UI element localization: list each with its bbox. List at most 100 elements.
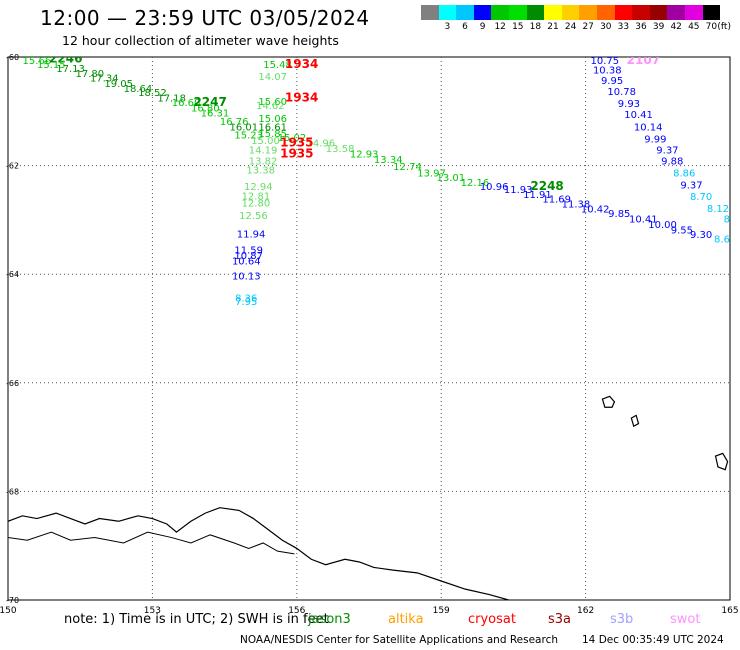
legend-unit: (ft): [717, 22, 731, 32]
wave-height-value: 9.88: [661, 157, 683, 168]
satellite-altika: altika: [388, 612, 424, 627]
legend-tick-label: 6: [462, 22, 468, 32]
satellite-legend: jason3 altika cryosat s3a s3b swot: [308, 612, 740, 628]
pass-time-label: 1934: [285, 57, 318, 71]
wave-height-value: 13.34: [374, 155, 403, 166]
legend-swatch: [561, 5, 580, 20]
wave-height-value: 12.80: [242, 198, 271, 209]
wave-height-value: 14.07: [258, 72, 287, 83]
wave-height-value: 11.93: [504, 185, 533, 196]
wave-height-value: 17.13: [56, 64, 85, 75]
pass-time-label: 2107: [627, 53, 660, 67]
wave-height-value: 16.60: [172, 98, 201, 109]
wave-height-value: 12.93: [350, 149, 379, 160]
legend-tick-label: 45: [688, 22, 700, 32]
legend-swatch: [632, 5, 650, 20]
wave-height-value: 10.75: [591, 56, 620, 67]
legend-swatch: [421, 5, 439, 20]
pass-time-label: 1934: [285, 91, 318, 105]
legend-swatch: [473, 5, 492, 20]
satellite-s3a: s3a: [548, 612, 572, 627]
wave-height-value: 11.38: [562, 199, 591, 210]
wave-height-value: 14.96: [307, 139, 336, 150]
legend-tick-label: 42: [670, 22, 682, 32]
pass-time-label: 2248: [530, 179, 563, 193]
wave-height-value: 10.78: [607, 87, 636, 98]
lon-tick-label: 159: [433, 606, 450, 616]
legend-tick-label: 24: [564, 22, 577, 32]
legend-tick-label: 30: [600, 22, 612, 32]
wave-height-value: 13.58: [326, 144, 355, 155]
wave-height-value: 16.80: [191, 103, 220, 114]
pass-time-label: 2246: [49, 51, 82, 65]
wave-height-value: 8.86: [673, 168, 695, 179]
wave-height-value: 17.80: [76, 69, 105, 80]
wave-height-value: 10.38: [593, 65, 622, 76]
satellite-swot: swot: [670, 612, 701, 627]
legend-tick-label: 70: [705, 22, 718, 32]
legend-tick-labels: 3 6 9 12 15 18 21 24 27 30 33 36 39 42 45 70 (ft): [421, 20, 740, 32]
legend-tick-label: 15: [512, 22, 524, 32]
wave-height-value: 16.76: [220, 117, 249, 128]
legend-tick-label: 21: [547, 22, 559, 32]
wave-height-value: 10.13: [232, 272, 261, 283]
wave-height-value: 9.93: [618, 99, 640, 110]
footer-note: note: 1) Time is in UTC; 2) SWH is in fe…: [64, 612, 329, 627]
balleny-island-1: [601, 395, 616, 408]
wave-height-value: 7.95: [235, 297, 257, 308]
wave-height-value: 12.74: [393, 162, 422, 173]
legend-swatch: [508, 5, 527, 20]
wave-height-value: 17.18: [157, 94, 186, 105]
pass-time-label: 1935: [280, 146, 313, 160]
legend-swatch: [614, 5, 633, 20]
legend-tick-label: 27: [582, 22, 594, 32]
wave-height-value: 9.85: [608, 209, 630, 220]
legend-swatch: [438, 5, 457, 20]
lat-tick-label: -68: [6, 487, 19, 496]
pass-time-label: 2247: [193, 95, 226, 109]
wave-height-value: 10.64: [232, 256, 261, 267]
wave-height-value: 9.99: [644, 134, 666, 145]
wave-height-value: 19.05: [104, 79, 133, 90]
lat-tick-label: -60: [6, 53, 19, 62]
wave-height-value: 12.94: [244, 182, 273, 193]
legend-swatch: [702, 5, 721, 20]
wave-height-value: 11.94: [237, 229, 266, 240]
wave-height-value: 15.60: [258, 97, 287, 108]
lat-tick-label: -64: [6, 270, 19, 279]
lon-tick-label: 165: [721, 606, 738, 616]
legend-swatch: [491, 5, 509, 20]
map-title: 12:00 — 23:59 UTC 03/05/2024: [40, 6, 370, 30]
wave-height-value: 13.38: [246, 166, 275, 177]
wave-height-value: 9.55: [671, 225, 693, 236]
lat-tick-label: -66: [6, 379, 19, 388]
wave-height-value: 15.00: [251, 136, 280, 147]
wave-height-value: 9.37: [656, 146, 678, 157]
wave-height-value: 8.63: [714, 235, 736, 246]
wave-height-value: 9.37: [680, 180, 702, 191]
wave-height-value: 15.23: [234, 130, 263, 141]
wave-height-value: 8.05: [724, 215, 740, 226]
credit-text: NOAA/NESDIS Center for Satellite Applica…: [240, 634, 558, 646]
lon-tick-label: 162: [577, 606, 594, 616]
wave-height-value: 16.01: [230, 122, 259, 133]
satellite-s3b: s3b: [610, 612, 634, 627]
legend-tick-label: 36: [635, 22, 647, 32]
wave-height-value: 8.96: [733, 239, 740, 250]
legend-tick-label: 3: [444, 22, 451, 32]
wave-height-value: 10.00: [648, 220, 677, 231]
wave-height-value: 8.70: [690, 192, 712, 203]
color-legend: 3 6 9 12 15 18 21 24 27 30 33 36 39 42 45 70 (ft): [421, 5, 740, 32]
wave-height-value: 8.12: [707, 204, 729, 215]
wave-height-value: 12.56: [239, 211, 268, 222]
wave-height-value: 9.95: [601, 76, 623, 87]
pass-time-label: 1935: [280, 136, 313, 150]
legend-swatch: [684, 5, 703, 20]
legend-tick-label: 12: [494, 22, 506, 32]
antarctic-inner-coastline: [8, 531, 295, 555]
legend-swatch: [579, 5, 597, 20]
wave-height-value: 16.31: [201, 109, 230, 120]
wave-height-value: 15.06: [258, 114, 287, 125]
wave-height-value: 18.52: [138, 88, 167, 99]
